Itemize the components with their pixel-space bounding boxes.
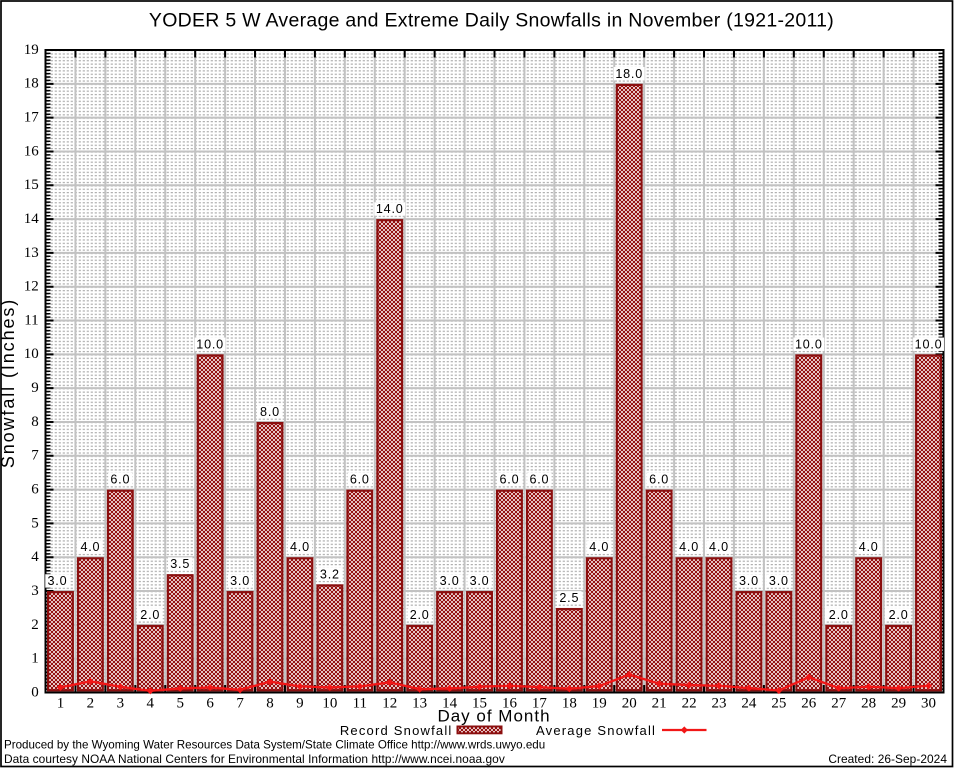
svg-text:4.0: 4.0 xyxy=(679,540,699,554)
svg-text:18: 18 xyxy=(562,696,577,712)
svg-text:8: 8 xyxy=(31,414,39,430)
svg-text:4.0: 4.0 xyxy=(709,540,729,554)
svg-text:3.0: 3.0 xyxy=(769,574,789,588)
svg-text:29: 29 xyxy=(891,696,906,712)
svg-text:28: 28 xyxy=(861,696,876,712)
svg-text:21: 21 xyxy=(652,696,667,712)
svg-text:3.0: 3.0 xyxy=(48,574,68,588)
svg-text:Snowfall (Inches): Snowfall (Inches) xyxy=(0,298,18,468)
svg-text:3: 3 xyxy=(31,583,39,599)
svg-text:3.0: 3.0 xyxy=(440,574,460,588)
svg-text:1: 1 xyxy=(57,696,65,712)
svg-text:10.0: 10.0 xyxy=(915,337,943,351)
svg-text:18: 18 xyxy=(24,76,39,92)
svg-text:11: 11 xyxy=(24,312,38,328)
svg-text:6.0: 6.0 xyxy=(350,473,370,487)
svg-text:10.0: 10.0 xyxy=(795,337,823,351)
svg-text:4.0: 4.0 xyxy=(589,540,609,554)
svg-text:13: 13 xyxy=(24,245,39,261)
svg-text:3.5: 3.5 xyxy=(170,557,190,571)
svg-text:3: 3 xyxy=(117,696,125,712)
svg-text:16: 16 xyxy=(24,143,40,159)
svg-text:26: 26 xyxy=(801,696,817,712)
svg-text:2.0: 2.0 xyxy=(140,608,160,622)
svg-text:10: 10 xyxy=(24,346,39,362)
svg-text:23: 23 xyxy=(712,696,727,712)
svg-text:14.0: 14.0 xyxy=(376,202,404,216)
svg-text:6.0: 6.0 xyxy=(500,473,520,487)
svg-text:2.0: 2.0 xyxy=(829,608,849,622)
svg-text:2.5: 2.5 xyxy=(559,591,579,605)
svg-text:6.0: 6.0 xyxy=(529,473,549,487)
svg-text:30: 30 xyxy=(921,696,936,712)
svg-text:17: 17 xyxy=(532,696,548,712)
svg-text:20: 20 xyxy=(622,696,637,712)
svg-text:15: 15 xyxy=(472,696,487,712)
svg-text:5: 5 xyxy=(31,515,39,531)
svg-text:18.0: 18.0 xyxy=(615,67,643,81)
svg-text:Average Snowfall: Average Snowfall xyxy=(536,723,656,738)
svg-text:5: 5 xyxy=(176,696,184,712)
svg-text:Produced by the Wyoming Water: Produced by the Wyoming Water Resources … xyxy=(4,739,545,752)
svg-text:15: 15 xyxy=(24,177,39,193)
svg-text:2: 2 xyxy=(87,696,95,712)
svg-text:19: 19 xyxy=(592,696,607,712)
svg-text:Record Snowfall: Record Snowfall xyxy=(340,723,453,738)
svg-text:4.0: 4.0 xyxy=(290,540,310,554)
svg-text:Data courtesy NOAA National Ce: Data courtesy NOAA National Centers for … xyxy=(4,752,505,766)
svg-text:3.2: 3.2 xyxy=(320,567,340,581)
svg-text:4: 4 xyxy=(147,696,155,712)
svg-text:9: 9 xyxy=(296,696,304,712)
svg-text:7: 7 xyxy=(236,696,244,712)
svg-text:16: 16 xyxy=(502,696,518,712)
svg-text:Day of Month: Day of Month xyxy=(437,707,550,726)
svg-text:4.0: 4.0 xyxy=(80,540,100,554)
svg-text:24: 24 xyxy=(741,696,757,712)
svg-text:25: 25 xyxy=(771,696,786,712)
svg-text:4: 4 xyxy=(31,549,39,565)
svg-text:7: 7 xyxy=(31,448,39,464)
svg-text:0: 0 xyxy=(31,684,39,700)
svg-text:17: 17 xyxy=(24,110,40,126)
svg-text:6: 6 xyxy=(31,482,39,498)
svg-text:14: 14 xyxy=(24,211,40,227)
svg-text:27: 27 xyxy=(831,696,847,712)
svg-text:12: 12 xyxy=(24,279,39,295)
svg-text:6.0: 6.0 xyxy=(110,473,130,487)
svg-text:8.0: 8.0 xyxy=(260,405,280,419)
svg-text:10.0: 10.0 xyxy=(196,337,224,351)
svg-text:19: 19 xyxy=(24,42,39,58)
svg-text:13: 13 xyxy=(412,696,427,712)
svg-text:6.0: 6.0 xyxy=(649,473,669,487)
svg-text:YODER 5 W Average and Extreme: YODER 5 W Average and Extreme Daily Snow… xyxy=(149,10,834,32)
svg-text:2.0: 2.0 xyxy=(889,608,909,622)
svg-text:Created: 26-Sep-2024: Created: 26-Sep-2024 xyxy=(828,752,947,766)
svg-text:2: 2 xyxy=(31,617,39,633)
svg-text:3.0: 3.0 xyxy=(230,574,250,588)
svg-text:11: 11 xyxy=(353,696,367,712)
svg-text:2.0: 2.0 xyxy=(410,608,430,622)
svg-text:1: 1 xyxy=(31,651,39,667)
svg-text:6: 6 xyxy=(206,696,214,712)
svg-text:4.0: 4.0 xyxy=(859,540,879,554)
svg-text:12: 12 xyxy=(382,696,397,712)
svg-text:10: 10 xyxy=(322,696,337,712)
svg-text:3.0: 3.0 xyxy=(470,574,490,588)
svg-text:14: 14 xyxy=(442,696,458,712)
svg-text:3.0: 3.0 xyxy=(739,574,759,588)
svg-text:22: 22 xyxy=(682,696,697,712)
svg-text:9: 9 xyxy=(31,380,39,396)
svg-text:8: 8 xyxy=(266,696,274,712)
